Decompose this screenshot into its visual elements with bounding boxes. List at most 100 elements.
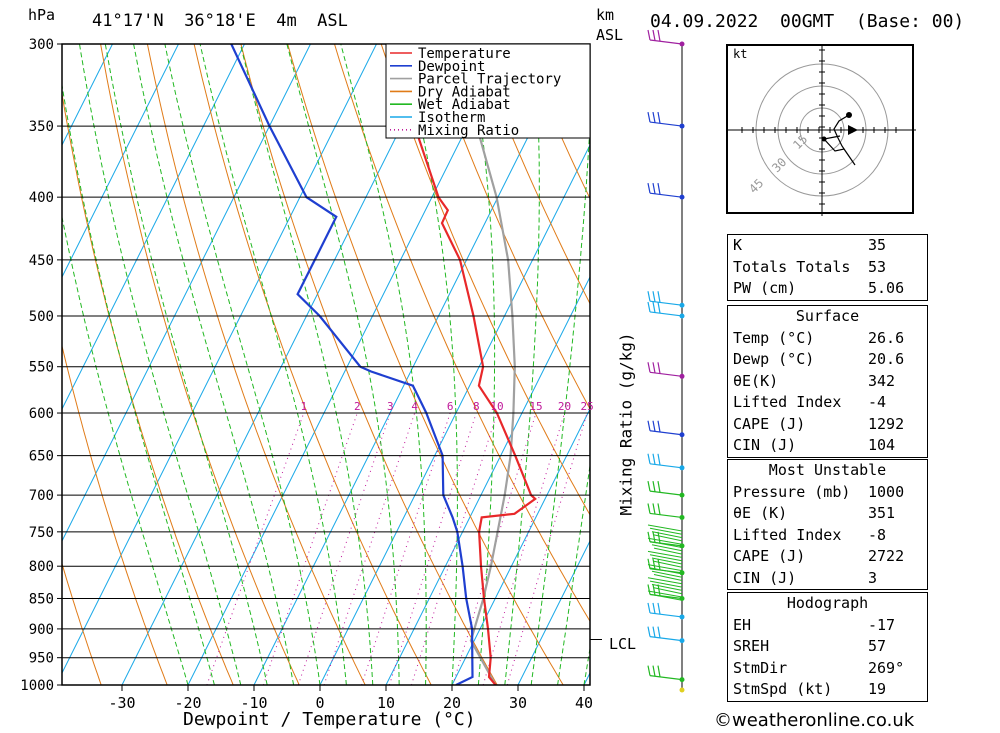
wind-barb-cluster — [649, 554, 683, 562]
temperature-tick-label: -30 — [108, 694, 135, 712]
wind-barb-feather — [657, 531, 661, 544]
mixing-ratio-line — [482, 412, 565, 685]
wind-barb-cluster — [649, 541, 683, 548]
mixing-ratio-label: 3 — [387, 400, 394, 413]
wind-barb-feather — [652, 584, 656, 596]
wind-barb — [647, 183, 685, 200]
chart-datetime: 04.09.2022 00GMT (Base: 00) — [650, 11, 965, 32]
mixing-ratio-line — [506, 412, 588, 685]
wind-barb-feather — [647, 29, 651, 41]
wind-barb — [647, 362, 685, 379]
wind-barb — [647, 602, 685, 620]
row-label: CAPE (J) — [733, 547, 806, 565]
row-value: 1292 — [868, 414, 905, 433]
wind-barb-cluster — [649, 593, 683, 601]
wind-barb-cluster — [653, 560, 683, 568]
table-header-row: Surface — [728, 306, 928, 328]
wind-barb-cluster — [651, 544, 683, 552]
wet-adiabat-line — [340, 44, 427, 685]
legend-label: Isotherm — [418, 110, 485, 126]
hodograph-ring-label: 45 — [746, 176, 766, 196]
table-row: CIN (J) 3 — [728, 568, 928, 590]
table-header-row: Hodograph — [728, 593, 928, 615]
copyright-footer: ©weatheronline.co.uk — [714, 710, 915, 731]
table-header-row: Most Unstable — [728, 460, 928, 482]
pressure-tick-label: 750 — [29, 525, 54, 541]
wind-barb-feather — [647, 453, 651, 464]
wind-barb-feather — [647, 301, 651, 313]
row-value: -4 — [868, 393, 887, 411]
wind-barb-feather — [647, 420, 651, 431]
station-location: 41°17'N 36°18'E 4m ASL — [92, 11, 348, 31]
row-label: CAPE (J) — [733, 414, 806, 433]
hodograph-unit: kt — [733, 47, 748, 61]
row-value: 1000 — [868, 482, 905, 501]
mixing-ratio-label: 6 — [447, 400, 454, 413]
pressure-tick-label: 800 — [29, 559, 54, 575]
wind-barb-feather — [647, 362, 651, 373]
wet-adiabat-line — [79, 44, 242, 685]
row-value: 269° — [868, 658, 905, 677]
mixing-ratio-label: 15 — [529, 400, 542, 413]
most-unstable-table: Most Unstable Pressure (mb) 1000 θE (K) 351 L… — [727, 459, 928, 590]
temperature-line — [388, 44, 537, 685]
wind-barb-feather — [647, 111, 651, 123]
wind-barb-cluster — [647, 537, 683, 545]
hodograph-ring-label: 30 — [769, 155, 789, 175]
hodograph-point — [846, 112, 852, 118]
isotherm-line — [253, 44, 575, 685]
mixing-ratio-line — [262, 412, 358, 685]
row-value: 57 — [868, 637, 887, 655]
hodograph-stats-table: Hodograph EH -17 SREH 57 StmDir 269° StmSpd (kt… — [727, 592, 928, 702]
wind-barb-feather — [652, 558, 656, 570]
dry-adiabat-line — [521, 44, 590, 200]
wind-barb-feather — [647, 558, 651, 569]
row-label: Lifted Index — [733, 393, 842, 411]
table-row: CIN (J) 104 — [728, 435, 928, 457]
mixing-ratio-axis-title: Mixing Ratio (g/kg) — [616, 332, 636, 516]
x-axis-title: Dewpoint / Temperature (°C) — [183, 709, 476, 730]
wet-adiabat-line — [504, 44, 540, 685]
wind-barb-feather — [652, 626, 656, 638]
isotherm-line — [62, 44, 179, 279]
wind-barb-feather — [652, 183, 656, 194]
wet-adiabat-line — [530, 115, 590, 685]
wind-barb-feather — [652, 480, 656, 492]
table-title: Most Unstable — [768, 461, 887, 479]
wind-barb-cluster — [653, 574, 683, 581]
wind-barb-feather — [647, 665, 651, 676]
mixing-ratio-line — [388, 412, 477, 685]
table-row: K 35 — [728, 235, 928, 257]
wind-barb-feather — [657, 29, 661, 42]
wet-adiabat-line — [62, 82, 215, 685]
wind-barb-shaft — [649, 463, 683, 469]
surface-wind-dot — [679, 687, 685, 693]
row-label: StmDir — [733, 658, 788, 677]
wind-barb-feather — [657, 626, 661, 638]
wind-barb — [647, 291, 685, 308]
table-title: Surface — [795, 307, 860, 325]
table-row: SREH 57 — [728, 636, 928, 658]
row-label: CIN (J) — [733, 568, 797, 587]
row-value: 2722 — [868, 547, 905, 565]
wind-barb-feather — [652, 531, 656, 543]
height-unit-label: km — [596, 6, 615, 24]
table-row: Dewp (°C) 20.6 — [728, 349, 928, 371]
row-label: Lifted Index — [733, 525, 842, 544]
temperature-tick-label: 30 — [509, 694, 527, 712]
temperature-tick-label: -10 — [240, 694, 267, 712]
wind-barb-feather — [652, 111, 656, 123]
isotherm-line — [62, 44, 377, 675]
wind-barb-cluster — [653, 534, 683, 542]
row-value: 104 — [868, 436, 896, 454]
temperature-tick-label: 20 — [443, 694, 461, 712]
wind-barb-cluster — [651, 557, 683, 565]
wind-barb-feather — [652, 602, 656, 614]
pressure-tick-label: 600 — [29, 406, 54, 422]
wind-barb-cluster — [647, 577, 683, 585]
wind-barb-cluster — [649, 567, 683, 575]
temperature-tick-label: 0 — [315, 694, 324, 712]
dewpoint-line — [230, 44, 474, 685]
table-row: Totals Totals 53 — [728, 257, 928, 279]
